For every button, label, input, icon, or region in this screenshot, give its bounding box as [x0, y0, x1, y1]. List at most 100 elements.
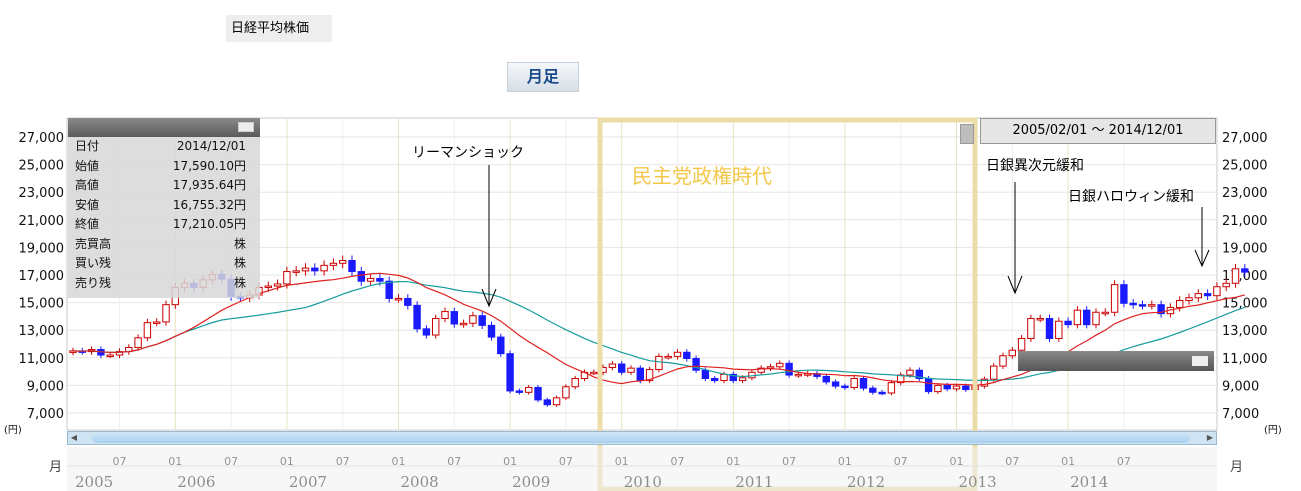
candle-body — [1101, 311, 1109, 315]
candle-body — [1036, 317, 1044, 321]
candle-body — [515, 390, 524, 393]
candle-body — [776, 362, 784, 368]
candle-body — [943, 384, 951, 390]
minimize-icon[interactable] — [238, 122, 254, 132]
candle-body — [329, 262, 338, 266]
y-tick-label: 23,000 — [1222, 186, 1268, 201]
candle-body — [831, 381, 840, 387]
y-tick-label: 15,000 — [1222, 297, 1268, 312]
month-axis-label-left: 月 — [49, 460, 63, 475]
candle-body — [153, 321, 161, 324]
info-row-low: 安値 16,755.32円 — [75, 197, 246, 212]
candle-body — [841, 385, 849, 389]
candle-body — [999, 355, 1007, 367]
candle-body — [664, 355, 672, 359]
candle-body — [1157, 304, 1165, 315]
candle-body — [385, 280, 393, 299]
unit-label-left: (円) — [4, 425, 22, 436]
candle-body — [348, 260, 356, 273]
candle-body — [1073, 309, 1082, 326]
candle-body — [618, 363, 626, 373]
candle-body — [924, 378, 933, 393]
candle-body — [134, 337, 142, 348]
time-scrollbar[interactable]: ◀ ▶ — [67, 431, 1217, 445]
candle-body — [1185, 297, 1193, 302]
axis-band — [67, 447, 1217, 491]
info-row-margin-buy: 買い残株 — [75, 256, 246, 270]
candle-body — [915, 369, 923, 380]
candle-body — [683, 351, 691, 359]
scroll-left-arrow-icon[interactable]: ◀ — [70, 433, 78, 442]
y-tick-label: 23,000 — [19, 186, 65, 201]
candle-body — [794, 373, 803, 377]
candle-body — [404, 297, 412, 306]
candle-body — [934, 384, 942, 393]
y-tick-label: 25,000 — [1222, 159, 1268, 174]
info-row-high: 高値 17,935.64円 — [75, 178, 246, 192]
info-row-open: 始値 17,590.10円 — [75, 158, 246, 173]
candle-body — [469, 315, 477, 324]
candle-body — [1017, 337, 1026, 351]
candle-body — [273, 283, 282, 287]
candle-body — [1092, 311, 1100, 326]
info-row-close: 終値 17,210.05円 — [75, 217, 246, 231]
title-tab[interactable]: 日経平均株価 — [226, 15, 332, 42]
y-axis-right: 27,00025,00023,00021,00019,00017,00015,0… — [1222, 131, 1268, 422]
candle-body — [534, 386, 542, 401]
ohlc-info-panel[interactable]: 日付 2014/12/01 始値 17,590.10円 高値 17,935.64円 安… — [68, 118, 260, 298]
candle-body — [422, 328, 431, 336]
candle-body — [980, 378, 989, 387]
candle-body — [869, 387, 877, 393]
candle-body — [478, 315, 486, 326]
candle-body — [106, 354, 114, 358]
candle-body — [655, 355, 663, 371]
candle-body — [320, 264, 328, 272]
candle-body — [990, 365, 998, 380]
candle-body — [1055, 320, 1063, 339]
candle-body — [1110, 284, 1119, 313]
candle-body — [636, 367, 644, 382]
minimize-icon[interactable] — [1192, 356, 1208, 366]
candle-body — [264, 285, 273, 289]
info-panel-titlebar[interactable] — [68, 118, 260, 137]
candle-body — [822, 375, 830, 383]
candle-body — [1120, 284, 1128, 304]
y-tick-label: 17,000 — [19, 269, 65, 284]
y-tick-label: 19,000 — [19, 241, 65, 256]
moving-average-long — [72, 280, 1245, 381]
range-drag-handle[interactable] — [960, 124, 974, 144]
y-tick-label: 13,000 — [19, 324, 65, 339]
annotation-dpj-era: 民主党政権時代 — [632, 164, 772, 188]
candle-body — [543, 399, 551, 406]
candle-body — [720, 373, 728, 382]
candle-body — [1148, 304, 1156, 307]
y-tick-label: 21,000 — [19, 214, 65, 229]
secondary-panel-titlebar[interactable] — [1018, 351, 1214, 371]
candle-body — [432, 317, 440, 336]
period-monthly-button[interactable]: 月足 — [507, 62, 579, 92]
candle-body — [562, 386, 570, 399]
y-tick-label: 25,000 — [19, 159, 65, 174]
candle-body — [301, 267, 310, 272]
candle-body — [1027, 317, 1035, 339]
candle-body — [701, 369, 710, 380]
candle-body — [413, 304, 421, 330]
candle-body — [608, 363, 617, 368]
y-tick-label: 19,000 — [1222, 241, 1268, 256]
info-row-margin-sell: 売り残株 — [75, 275, 246, 290]
candle-body — [450, 311, 459, 325]
candle-body — [1241, 268, 1249, 273]
scroll-thumb[interactable] — [92, 433, 1190, 443]
candle-body — [757, 367, 765, 373]
candle-body — [394, 297, 403, 301]
candle-body — [766, 366, 775, 369]
scroll-right-arrow-icon[interactable]: ▶ — [1206, 433, 1214, 442]
candle-body — [738, 377, 747, 382]
annotation-lehman: リーマンショック — [412, 145, 524, 161]
candle-body — [143, 322, 152, 339]
candle-body — [627, 367, 635, 373]
y-tick-label: 15,000 — [19, 297, 65, 312]
candle-body — [487, 324, 496, 338]
y-tick-label: 7,000 — [27, 407, 64, 422]
y-tick-label: 27,000 — [19, 131, 65, 146]
